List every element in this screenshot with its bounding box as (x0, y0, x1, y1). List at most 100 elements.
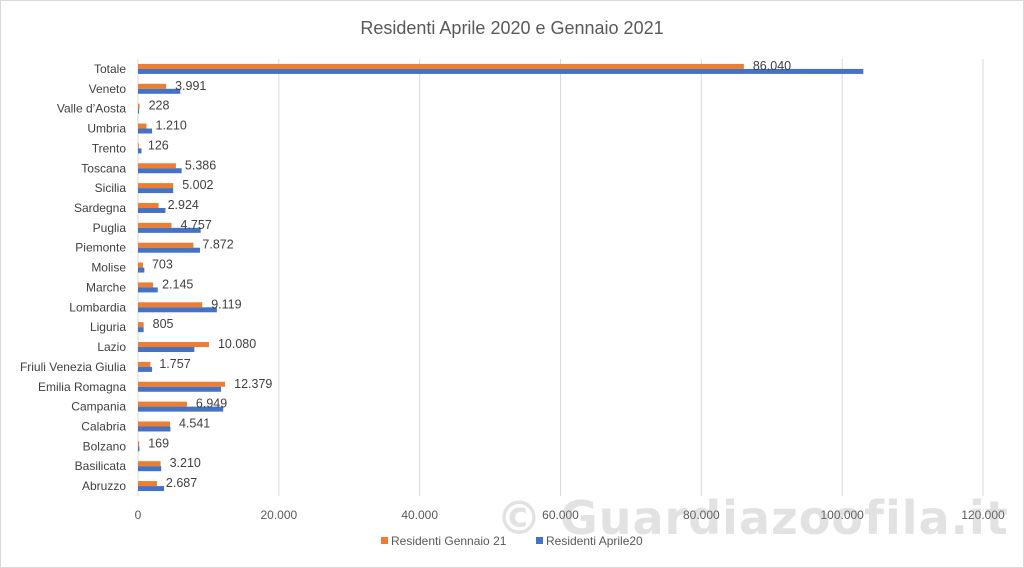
legend-swatch (381, 537, 388, 544)
category-label: Puglia (93, 221, 127, 235)
bar-residenti-aprile20 (138, 287, 158, 293)
bar-residenti-gennaio-21 (138, 441, 140, 447)
category-label: Lombardia (69, 300, 126, 314)
data-label: 2.687 (166, 476, 197, 490)
bar-residenti-gennaio-21 (138, 302, 203, 308)
bar-residenti-gennaio-21 (138, 481, 157, 487)
bar-residenti-gennaio-21 (138, 242, 194, 248)
category-label: Toscana (81, 161, 126, 175)
bar-residenti-aprile20 (138, 307, 217, 313)
category-label: Campania (71, 400, 126, 414)
x-tick-label: 0 (135, 508, 142, 522)
data-label: 1.757 (159, 357, 190, 371)
data-label: 4.757 (180, 218, 211, 232)
bar-residenti-aprile20 (138, 267, 145, 273)
legend-label: Residenti Gennaio 21 (391, 534, 507, 548)
data-label: 86.040 (753, 59, 791, 73)
gridlines (137, 59, 984, 496)
data-label: 4.541 (179, 416, 210, 430)
bar-residenti-aprile20 (138, 446, 140, 452)
category-label: Piemonte (75, 241, 126, 255)
data-labels: 86.040 3.991 228 1.210 126 5.386 5.002 2.924 4.7… (148, 59, 791, 490)
category-label: Liguria (90, 320, 126, 334)
category-label: Basilicata (75, 459, 127, 473)
legend-label: Residenti Aprile20 (546, 534, 643, 548)
bars (138, 63, 864, 492)
bar-residenti-aprile20 (138, 128, 153, 134)
category-label: Emilia Romagna (38, 380, 126, 394)
x-tick-label: 100.000 (820, 508, 864, 522)
bar-residenti-gennaio-21 (138, 222, 172, 228)
category-labels: Totale Veneto Valle d’Aosta Umbria Trento Tos… (20, 62, 126, 493)
bar-residenti-gennaio-21 (138, 63, 744, 69)
category-label: Abruzzo (82, 479, 126, 493)
bar-residenti-gennaio-21 (138, 342, 209, 348)
data-label: 169 (148, 436, 169, 450)
bar-residenti-aprile20 (138, 188, 174, 194)
bar-residenti-aprile20 (138, 347, 195, 353)
category-label: Molise (91, 261, 126, 275)
bar-residenti-gennaio-21 (138, 123, 147, 129)
bar-residenti-gennaio-21 (138, 361, 151, 367)
x-tick-label: 20.000 (260, 508, 297, 522)
category-label: Umbria (87, 122, 126, 136)
category-label: Veneto (89, 82, 127, 96)
category-label: Friuli Venezia Giulia (20, 360, 126, 374)
bar-residenti-aprile20 (138, 68, 864, 74)
bar-residenti-aprile20 (138, 247, 200, 253)
bar-residenti-gennaio-21 (138, 103, 140, 109)
legend-swatch (536, 537, 543, 544)
data-label: 1.210 (156, 119, 187, 133)
bar-residenti-aprile20 (138, 88, 181, 94)
bar-residenti-aprile20 (138, 227, 201, 233)
bar-residenti-aprile20 (138, 386, 222, 392)
data-label: 5.386 (185, 158, 216, 172)
data-label: 6.949 (196, 397, 227, 411)
bar-residenti-gennaio-21 (138, 202, 159, 208)
chart-title: Residenti Aprile 2020 e Gennaio 2021 (360, 18, 663, 38)
category-label: Sicilia (95, 181, 127, 195)
data-label: 12.379 (234, 377, 272, 391)
category-label: Lazio (97, 340, 126, 354)
category-label: Trento (92, 141, 127, 155)
bar-residenti-aprile20 (138, 108, 140, 114)
category-label: Bolzano (83, 439, 127, 453)
data-label: 126 (148, 138, 169, 152)
bar-residenti-gennaio-21 (138, 183, 174, 189)
bar-residenti-gennaio-21 (138, 381, 226, 387)
bar-residenti-aprile20 (138, 148, 142, 154)
bar-residenti-aprile20 (138, 366, 153, 372)
x-tick-labels: 0 20.000 40.000 60.000 80.000 100.000 120.000 (135, 508, 1005, 522)
data-label: 3.991 (175, 79, 206, 93)
bar-residenti-aprile20 (138, 466, 162, 472)
bar-residenti-gennaio-21 (138, 421, 170, 427)
category-label: Valle d’Aosta (57, 102, 126, 116)
bar-residenti-gennaio-21 (138, 322, 144, 328)
bar-residenti-gennaio-21 (138, 262, 143, 268)
bar-residenti-gennaio-21 (138, 461, 161, 467)
x-tick-label: 60.000 (542, 508, 579, 522)
bar-residenti-gennaio-21 (138, 143, 139, 149)
category-label: Marche (86, 280, 126, 294)
bar-residenti-aprile20 (138, 406, 224, 412)
bar-residenti-gennaio-21 (138, 282, 154, 288)
bar-residenti-aprile20 (138, 486, 165, 492)
data-label: 228 (149, 99, 170, 113)
bar-residenti-aprile20 (138, 426, 171, 432)
category-label: Sardegna (74, 201, 126, 215)
data-label: 805 (153, 317, 174, 331)
legend: Residenti Gennaio 21 Residenti Aprile20 (381, 534, 643, 548)
data-label: 7.872 (202, 238, 233, 252)
bar-residenti-aprile20 (138, 327, 144, 333)
data-label: 10.080 (218, 337, 256, 351)
category-label: Calabria (81, 419, 126, 433)
data-label: 9.119 (211, 297, 241, 311)
data-label: 3.210 (170, 456, 201, 470)
data-label: 703 (152, 258, 173, 272)
bar-residenti-gennaio-21 (138, 163, 176, 169)
category-label: Totale (94, 62, 126, 76)
bar-residenti-gennaio-21 (138, 83, 167, 89)
data-label: 5.002 (182, 178, 213, 192)
